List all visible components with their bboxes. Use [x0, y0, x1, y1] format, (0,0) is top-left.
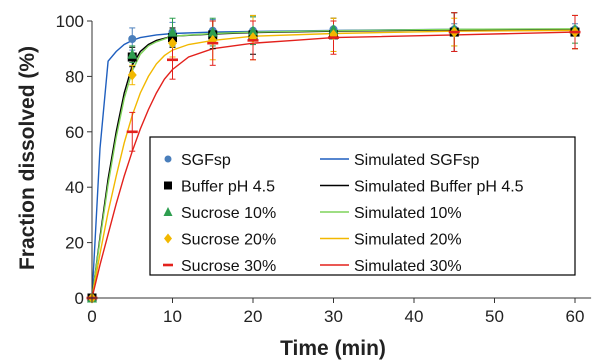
- simulated-curves: [91, 28, 576, 299]
- data-point-sucrose-10pct: [207, 26, 218, 37]
- data-point-sgfsp: [128, 35, 137, 44]
- data-point-sucrose-10pct: [328, 23, 339, 34]
- series-line-simulated-10pct: [91, 28, 576, 299]
- data-point-sucrose-30pct: [126, 130, 138, 134]
- legend-marker-buffer-ph-4-5: [164, 181, 172, 190]
- data-point-sucrose-30pct: [167, 58, 178, 62]
- x-tick-label: 30: [324, 307, 343, 326]
- data-point-sucrose-20pct: [168, 37, 177, 49]
- x-axis-title: Time (min): [280, 337, 386, 360]
- y-tick-label: 0: [75, 289, 84, 308]
- y-axis-title: Fraction dissolved (%): [16, 46, 39, 270]
- data-point-buffer-ph-4-5: [168, 33, 177, 43]
- x-axis-ticks: 0 10 20 30 40 50 60: [87, 298, 584, 326]
- x-tick-label: 50: [485, 307, 504, 326]
- data-point-sucrose-30pct: [448, 30, 460, 34]
- y-tick-label: 80: [65, 67, 84, 86]
- legend-label-sucrose-20pct: Sucrose 20%: [181, 232, 276, 249]
- series-line-simulated-20pct: [91, 29, 576, 299]
- y-tick-label: 20: [65, 234, 84, 253]
- legend-label-simulated-10pct: Simulated 10%: [354, 205, 462, 222]
- data-point-sucrose-20pct: [127, 69, 137, 81]
- legend-box: [149, 136, 576, 276]
- legend-label-simulated-buffer-ph-4-5: Simulated Buffer pH 4.5: [354, 179, 524, 196]
- data-point-sucrose-30pct: [569, 30, 581, 34]
- legend-marker-sucrose-10pct: [163, 207, 173, 216]
- data-point-sucrose-30pct: [247, 39, 259, 42]
- data-point-sucrose-30pct: [328, 36, 339, 39]
- data-point-sucrose-30pct: [207, 41, 219, 45]
- x-tick-label: 10: [163, 307, 182, 326]
- data-point-sucrose-10pct: [167, 26, 178, 37]
- legend-marker-sucrose-30pct: [163, 263, 173, 267]
- y-tick-label: 100: [56, 12, 84, 31]
- data-point-sucrose-10pct: [127, 48, 138, 59]
- legend-marker-sucrose-20pct: [164, 233, 172, 244]
- y-tick-label: 60: [65, 123, 84, 142]
- legend-label-sucrose-10pct: Sucrose 10%: [181, 205, 276, 222]
- legend-label-sucrose-30pct: Sucrose 30%: [181, 258, 276, 275]
- legend-label-sgfsp: SGFsp: [181, 152, 231, 169]
- legend-label-simulated-20pct: Simulated 20%: [354, 232, 462, 249]
- x-tick-label: 20: [244, 307, 263, 326]
- axes: 0 10 20 30 40 50 60 0 20 40 60 80 100: [56, 12, 592, 326]
- legend: SGFsp Buffer pH 4.5 Sucrose 10% Sucrose 20%…: [149, 136, 576, 276]
- legend-label-buffer-ph-4-5: Buffer pH 4.5: [181, 179, 275, 196]
- data-point-sucrose-10pct: [248, 25, 258, 36]
- x-tick-label: 0: [87, 307, 96, 326]
- y-axis-ticks: 0 20 40 60 80 100: [56, 12, 92, 308]
- legend-marker-sgfsp: [164, 155, 172, 163]
- legend-label-simulated-sgfsp: Simulated SGFsp: [354, 152, 479, 169]
- x-tick-label: 40: [405, 307, 424, 326]
- y-tick-label: 40: [65, 178, 84, 197]
- series-line-simulated-30pct: [91, 31, 576, 299]
- x-tick-label: 60: [566, 307, 585, 326]
- legend-label-simulated-30pct: Simulated 30%: [354, 258, 462, 275]
